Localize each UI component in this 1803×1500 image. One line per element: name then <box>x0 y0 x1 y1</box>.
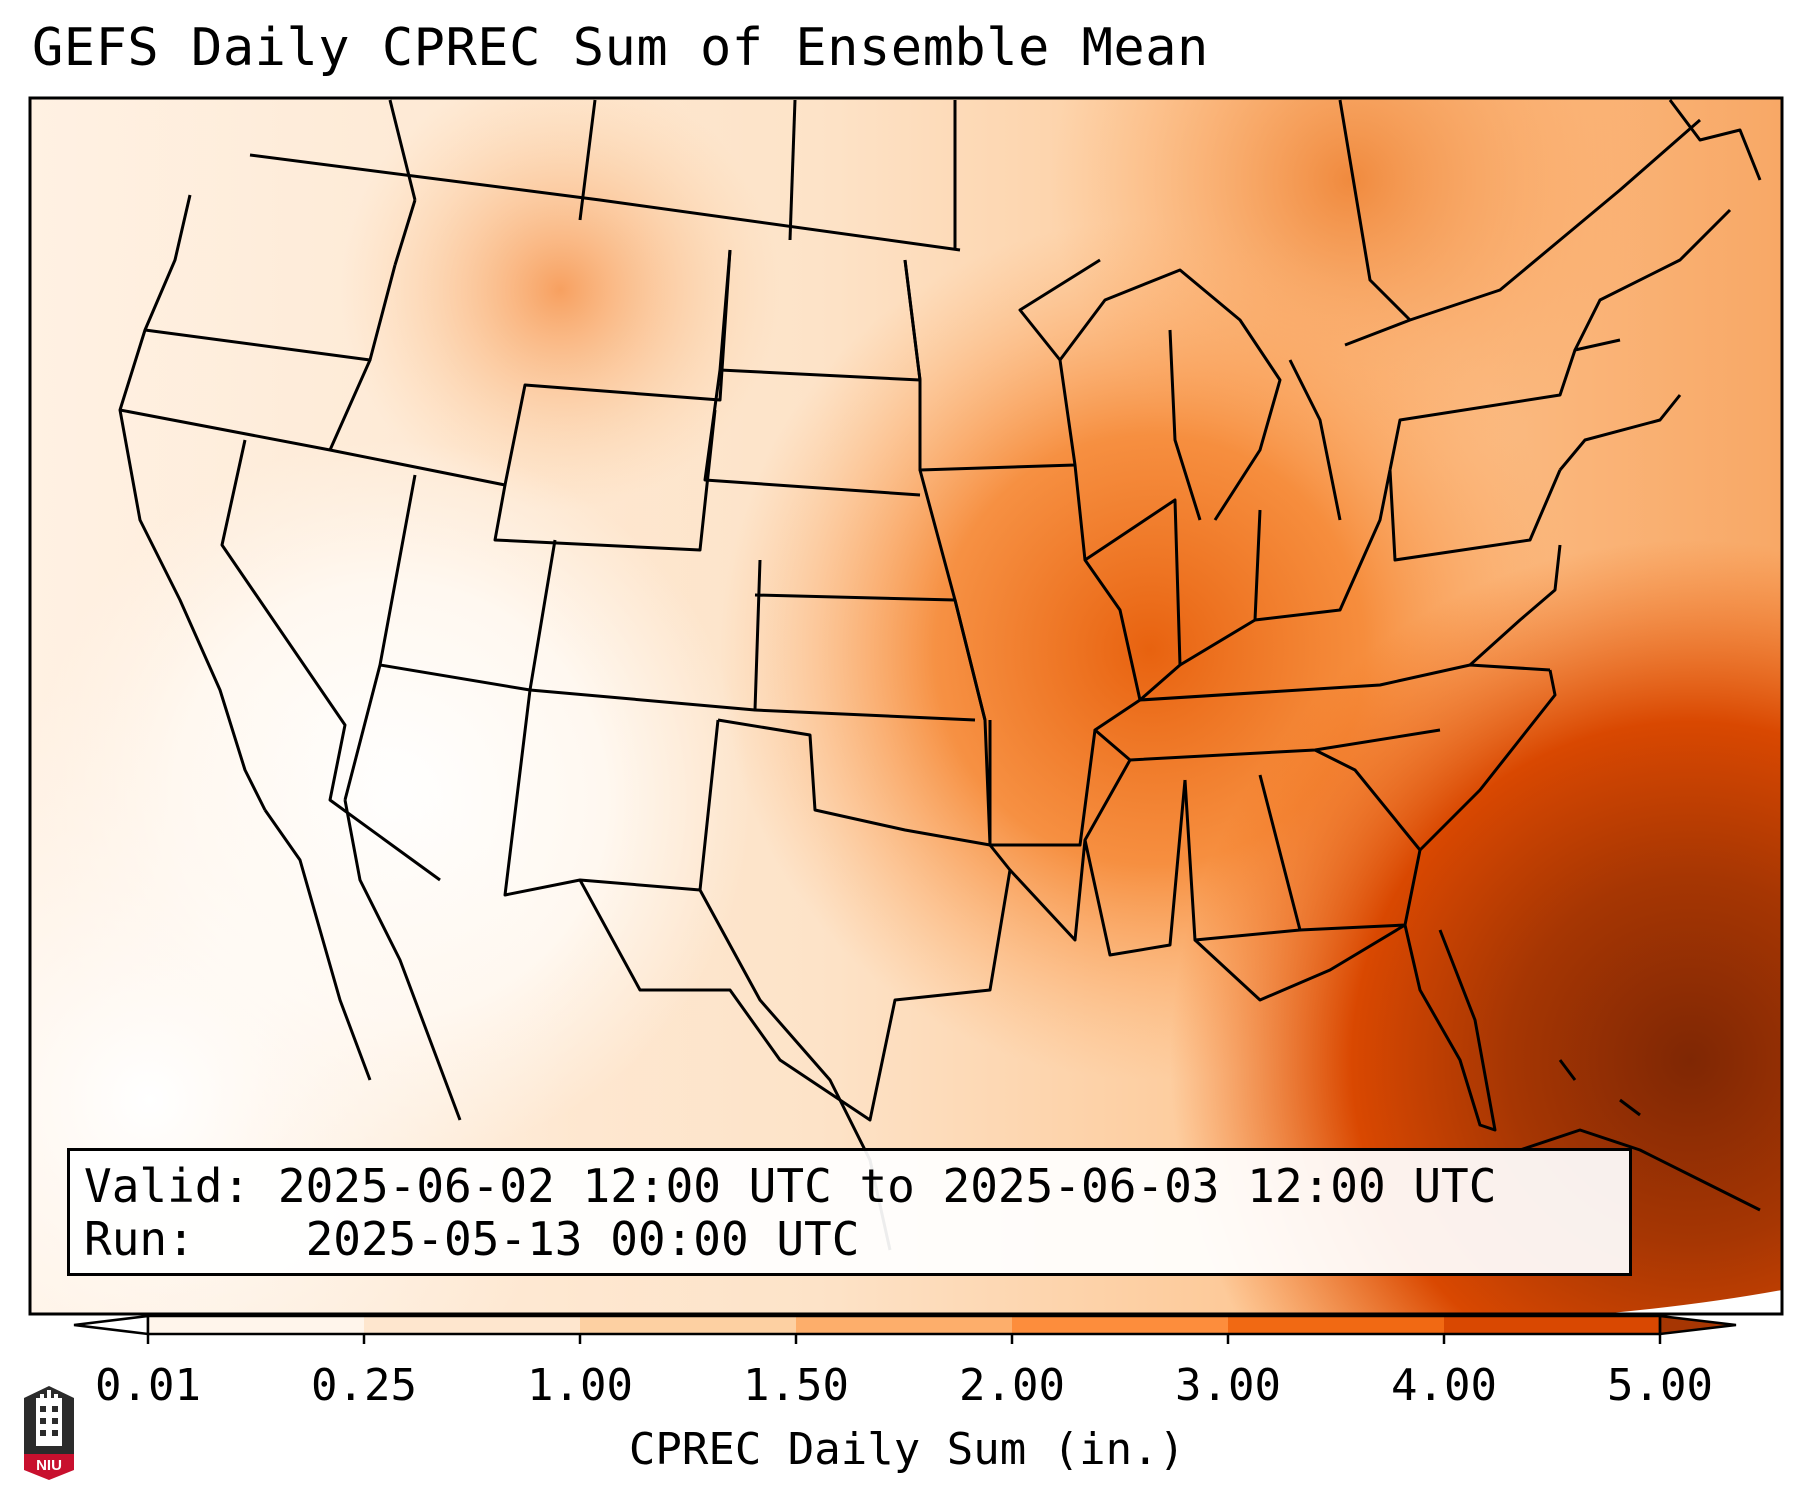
map-title: GEFS Daily CPREC Sum of Ensemble Mean <box>32 18 1209 78</box>
map-boundaries <box>118 99 1762 1251</box>
map-frame <box>28 96 1784 1316</box>
colorbar-high-extend <box>1658 1314 1737 1336</box>
precip-field <box>30 98 1782 1314</box>
colorbar-tick-label: 2.00 <box>959 1360 1065 1411</box>
colorbar-tick-label: 3.00 <box>1175 1360 1281 1411</box>
colorbar-seg-3 <box>580 1316 796 1334</box>
logo-text: NIU <box>36 1457 62 1474</box>
colorbar-seg-6 <box>1228 1316 1444 1334</box>
valid-line: Valid: 2025-06-02 12:00 UTC to 2025-06-0… <box>84 1163 1496 1209</box>
colorbar-tick-label: 5.00 <box>1607 1360 1713 1411</box>
colorbar-title: CPREC Daily Sum (in.) <box>628 1424 1186 1475</box>
colorbar-tick-label: 1.50 <box>743 1360 849 1411</box>
colorbar-seg-7 <box>1444 1316 1660 1334</box>
colorbar-seg-4 <box>796 1316 1012 1334</box>
colorbar-seg-5 <box>1012 1316 1228 1334</box>
run-line: Run: 2025-05-13 00:00 UTC <box>84 1216 859 1262</box>
valid-label: Valid: <box>84 1159 251 1213</box>
valid-value: 2025-06-02 12:00 UTC to 2025-06-03 12:00… <box>277 1159 1497 1213</box>
university-tower-icon: NIU <box>24 1386 74 1480</box>
colorbar-low-extend <box>73 1314 150 1336</box>
colorbar-tick-label: 0.01 <box>95 1360 201 1411</box>
colorbar-tick-label: 1.00 <box>527 1360 633 1411</box>
colorbar <box>73 1314 1737 1344</box>
run-value: 2025-05-13 00:00 UTC <box>305 1212 860 1266</box>
run-label: Run: <box>84 1212 195 1266</box>
valid-run-info-box: Valid: 2025-06-02 12:00 UTC to 2025-06-0… <box>67 1148 1632 1276</box>
colorbar-tick-label: 0.25 <box>311 1360 417 1411</box>
colorbar-seg-1 <box>148 1316 364 1334</box>
colorbar-tick-label: 4.00 <box>1391 1360 1497 1411</box>
colorbar-ticks <box>146 1334 1662 1344</box>
colorbar-seg-2 <box>364 1316 580 1334</box>
